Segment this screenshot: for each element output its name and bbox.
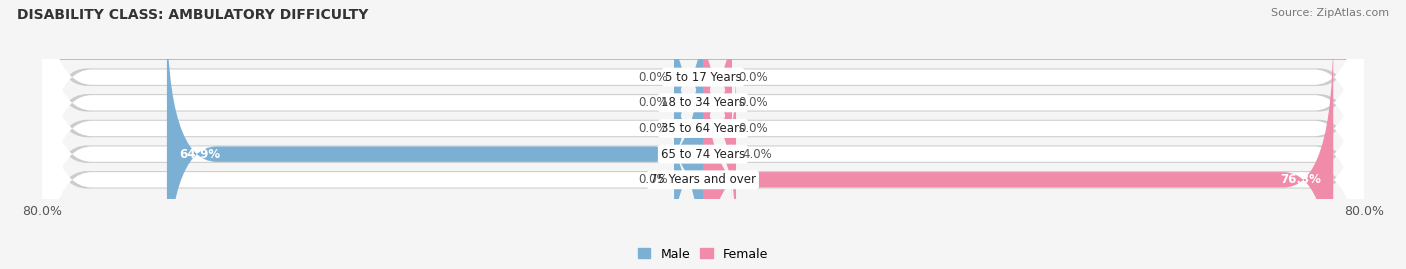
Text: 75 Years and over: 75 Years and over xyxy=(650,173,756,186)
Text: 0.0%: 0.0% xyxy=(738,71,768,84)
FancyBboxPatch shape xyxy=(167,8,703,269)
Text: 18 to 34 Years: 18 to 34 Years xyxy=(661,96,745,109)
FancyBboxPatch shape xyxy=(39,42,1367,269)
FancyBboxPatch shape xyxy=(39,0,1367,266)
Text: 0.0%: 0.0% xyxy=(638,173,668,186)
Text: 65 to 74 Years: 65 to 74 Years xyxy=(661,148,745,161)
FancyBboxPatch shape xyxy=(42,0,1364,269)
Legend: Male, Female: Male, Female xyxy=(633,243,773,266)
FancyBboxPatch shape xyxy=(703,34,1333,269)
Text: 0.0%: 0.0% xyxy=(638,122,668,135)
FancyBboxPatch shape xyxy=(673,30,703,176)
Text: 4.0%: 4.0% xyxy=(742,148,772,161)
FancyBboxPatch shape xyxy=(673,55,703,202)
FancyBboxPatch shape xyxy=(703,30,733,176)
Text: 0.0%: 0.0% xyxy=(638,71,668,84)
Text: 0.0%: 0.0% xyxy=(638,96,668,109)
FancyBboxPatch shape xyxy=(673,4,703,150)
FancyBboxPatch shape xyxy=(42,0,1364,249)
Text: 5 to 17 Years: 5 to 17 Years xyxy=(665,71,741,84)
FancyBboxPatch shape xyxy=(39,17,1367,269)
FancyBboxPatch shape xyxy=(39,0,1367,240)
FancyBboxPatch shape xyxy=(703,69,737,239)
FancyBboxPatch shape xyxy=(703,55,733,202)
FancyBboxPatch shape xyxy=(42,0,1364,224)
Text: 0.0%: 0.0% xyxy=(738,122,768,135)
FancyBboxPatch shape xyxy=(673,107,703,253)
Text: 76.3%: 76.3% xyxy=(1279,173,1320,186)
Text: 35 to 64 Years: 35 to 64 Years xyxy=(661,122,745,135)
Text: 0.0%: 0.0% xyxy=(738,96,768,109)
Text: DISABILITY CLASS: AMBULATORY DIFFICULTY: DISABILITY CLASS: AMBULATORY DIFFICULTY xyxy=(17,8,368,22)
Text: 64.9%: 64.9% xyxy=(180,148,221,161)
FancyBboxPatch shape xyxy=(39,0,1367,215)
FancyBboxPatch shape xyxy=(42,34,1364,269)
Text: Source: ZipAtlas.com: Source: ZipAtlas.com xyxy=(1271,8,1389,18)
FancyBboxPatch shape xyxy=(42,8,1364,269)
FancyBboxPatch shape xyxy=(703,4,733,150)
